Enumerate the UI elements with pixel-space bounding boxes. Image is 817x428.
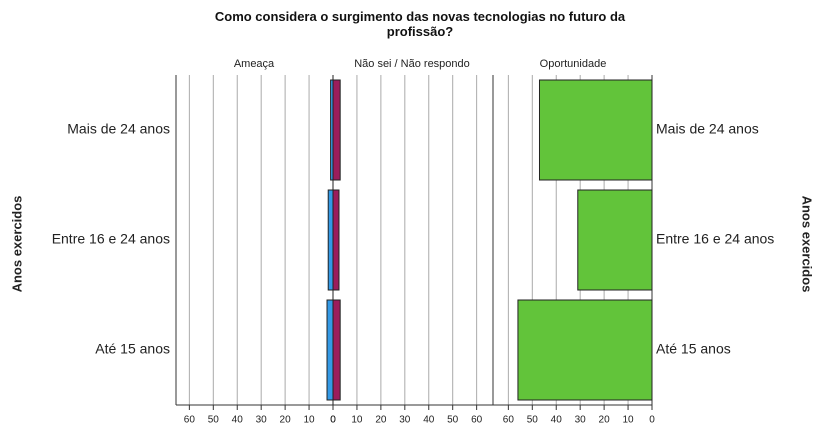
y-tick-label-right: Até 15 anos — [656, 341, 731, 357]
bar — [332, 299, 341, 401]
bar — [326, 299, 334, 401]
bar — [332, 79, 341, 181]
x-tick-label: 0 — [330, 415, 336, 426]
bar — [577, 189, 653, 291]
bar — [538, 79, 653, 181]
bar — [517, 299, 653, 401]
bar — [332, 189, 340, 291]
bar — [327, 189, 334, 291]
x-tick-label: 20 — [375, 415, 387, 426]
x-tick-label: 20 — [599, 415, 611, 426]
x-tick-label: 0 — [649, 415, 655, 426]
x-tick-label: 10 — [303, 415, 315, 426]
x-tick-label: 40 — [232, 415, 244, 426]
x-tick-label: 60 — [503, 415, 515, 426]
x-tick-label: 30 — [256, 415, 268, 426]
panel-title: Ameaça — [234, 58, 275, 70]
x-tick-label: 10 — [351, 415, 363, 426]
y-axis-label-right: Anos exercidos — [800, 196, 815, 293]
y-tick-label-right: Mais de 24 anos — [656, 121, 759, 137]
y-tick-label-right: Entre 16 e 24 anos — [656, 231, 774, 247]
x-tick-label: 10 — [622, 415, 634, 426]
y-tick-label: Mais de 24 anos — [67, 121, 170, 137]
x-tick-label: 40 — [551, 415, 563, 426]
x-tick-label: 20 — [280, 415, 292, 426]
x-tick-label: 50 — [208, 415, 220, 426]
panel-title: Não sei / Não respondo — [354, 58, 470, 70]
panel-title: Oportunidade — [540, 58, 607, 70]
y-tick-label: Entre 16 e 24 anos — [52, 231, 170, 247]
x-tick-label: 50 — [447, 415, 459, 426]
chart-title: Como considera o surgimento das novas te… — [214, 9, 626, 39]
x-tick-label: 40 — [423, 415, 435, 426]
x-tick-label: 60 — [471, 415, 483, 426]
x-tick-label: 30 — [399, 415, 411, 426]
x-tick-label: 50 — [527, 415, 539, 426]
x-tick-label: 30 — [575, 415, 587, 426]
y-tick-label: Até 15 anos — [95, 341, 170, 357]
x-tick-label: 60 — [184, 415, 196, 426]
y-axis-label: Anos exercidos — [9, 196, 24, 293]
x-tick-label: 0 — [330, 415, 336, 426]
